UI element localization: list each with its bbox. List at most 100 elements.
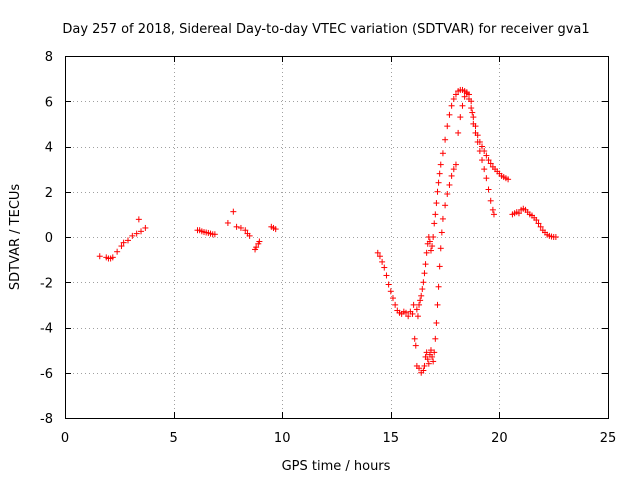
data-point bbox=[459, 102, 466, 109]
data-point bbox=[430, 358, 437, 365]
data-point bbox=[435, 179, 442, 186]
chart-title: Day 257 of 2018, Sidereal Day-to-day VTE… bbox=[62, 22, 589, 37]
data-point bbox=[135, 216, 142, 223]
data-point bbox=[485, 186, 492, 193]
data-point bbox=[133, 230, 140, 237]
data-point bbox=[430, 234, 437, 240]
y-tick-label: 4 bbox=[45, 141, 53, 156]
data-point bbox=[436, 263, 443, 270]
data-point bbox=[427, 347, 434, 354]
data-point bbox=[442, 202, 449, 209]
data-point bbox=[385, 281, 392, 288]
data-point bbox=[389, 295, 396, 302]
data-point bbox=[416, 365, 423, 372]
data-point bbox=[124, 237, 131, 244]
data-point bbox=[114, 248, 121, 255]
data-point bbox=[434, 188, 441, 195]
data-point bbox=[469, 109, 476, 116]
data-point bbox=[431, 220, 438, 227]
y-tick-label: 2 bbox=[45, 186, 53, 201]
data-point bbox=[129, 232, 136, 239]
data-point bbox=[431, 349, 438, 356]
data-point bbox=[376, 253, 383, 260]
data-point bbox=[383, 272, 390, 279]
data-point bbox=[448, 172, 455, 179]
axis-ticks bbox=[65, 56, 609, 419]
data-point bbox=[483, 175, 490, 182]
data-point bbox=[427, 247, 434, 254]
data-point bbox=[272, 226, 279, 233]
y-tick-label: 0 bbox=[45, 231, 53, 246]
data-point bbox=[211, 231, 218, 238]
x-tick-label: 5 bbox=[169, 431, 177, 446]
data-point bbox=[487, 160, 494, 167]
data-points bbox=[96, 86, 559, 376]
data-point bbox=[448, 102, 455, 109]
data-point bbox=[423, 249, 430, 256]
data-point bbox=[392, 301, 399, 308]
data-point bbox=[96, 253, 103, 260]
data-point bbox=[442, 136, 449, 143]
data-point bbox=[433, 319, 440, 326]
data-point bbox=[444, 191, 451, 198]
data-point bbox=[435, 283, 442, 290]
data-point bbox=[468, 98, 475, 105]
data-point bbox=[233, 223, 240, 230]
data-point bbox=[452, 161, 459, 168]
data-point bbox=[455, 129, 462, 136]
plot-frame bbox=[65, 56, 609, 419]
x-tick-label: 10 bbox=[274, 431, 291, 446]
data-point bbox=[410, 301, 417, 308]
y-tick-label: 6 bbox=[45, 95, 53, 110]
data-point bbox=[256, 238, 263, 245]
data-point bbox=[434, 301, 441, 308]
data-point bbox=[118, 243, 125, 250]
data-point bbox=[230, 208, 237, 215]
data-point bbox=[450, 166, 457, 173]
data-point bbox=[476, 148, 483, 155]
data-point bbox=[421, 362, 428, 369]
data-point bbox=[411, 335, 418, 342]
data-point bbox=[474, 138, 481, 145]
data-point bbox=[457, 114, 464, 121]
data-point bbox=[224, 219, 231, 226]
data-point bbox=[429, 353, 436, 360]
data-point bbox=[452, 91, 459, 98]
data-point bbox=[535, 220, 542, 227]
x-tick-label: 25 bbox=[600, 431, 617, 446]
y-axis-label: SDTVAR / TECUs bbox=[8, 184, 23, 291]
data-point bbox=[109, 254, 116, 261]
data-point bbox=[489, 206, 496, 213]
data-point bbox=[414, 313, 421, 320]
data-point bbox=[120, 239, 127, 246]
data-point bbox=[416, 301, 423, 308]
x-tick-label: 0 bbox=[61, 431, 69, 446]
data-point bbox=[142, 224, 149, 231]
grid-lines bbox=[65, 56, 608, 418]
data-point bbox=[424, 356, 431, 363]
data-point bbox=[246, 232, 253, 239]
data-point bbox=[432, 211, 439, 218]
data-point bbox=[437, 245, 444, 252]
data-point bbox=[421, 270, 428, 277]
data-point bbox=[533, 217, 540, 224]
data-point bbox=[537, 223, 544, 230]
y-tick-label: -6 bbox=[40, 367, 53, 382]
data-point bbox=[426, 238, 433, 245]
data-point bbox=[417, 297, 424, 304]
data-point bbox=[470, 120, 477, 127]
data-point bbox=[444, 123, 451, 130]
data-point bbox=[374, 249, 381, 256]
data-point bbox=[437, 161, 444, 168]
data-point bbox=[429, 243, 436, 250]
data-point bbox=[439, 150, 446, 157]
data-point bbox=[425, 360, 432, 367]
data-point bbox=[465, 91, 472, 98]
data-point bbox=[505, 176, 512, 183]
data-point bbox=[446, 181, 453, 188]
x-tick-labels: 0 5 10 15 20 25 bbox=[61, 431, 616, 446]
data-point bbox=[432, 335, 439, 342]
x-tick-label: 20 bbox=[491, 431, 508, 446]
data-point bbox=[387, 288, 394, 295]
